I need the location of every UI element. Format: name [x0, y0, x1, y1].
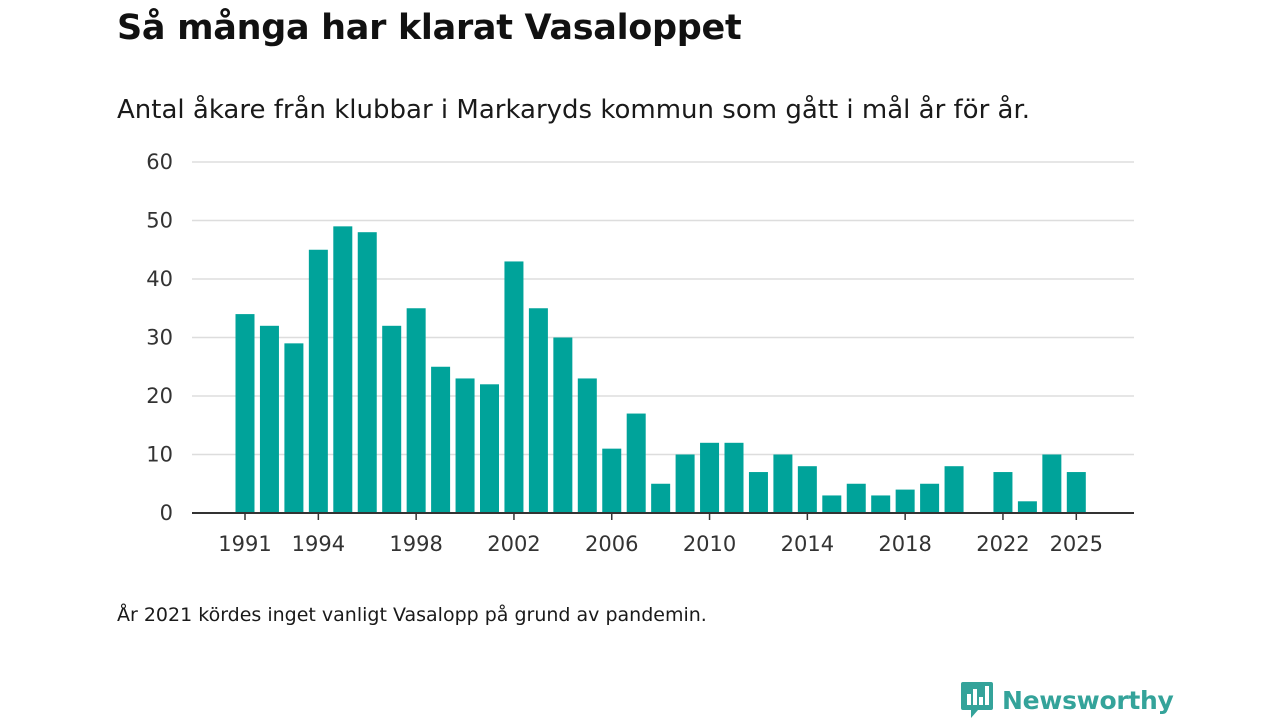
- x-tick-label: 1998: [389, 532, 442, 556]
- y-tick-label: 0: [160, 501, 173, 525]
- bar-2019: [920, 483, 940, 513]
- bar-2010: [700, 442, 720, 513]
- bar-2013: [773, 454, 793, 513]
- bar-2006: [602, 448, 622, 513]
- bar-1995: [333, 226, 353, 513]
- x-tick-label: 2022: [976, 532, 1029, 556]
- bar-2002: [504, 261, 524, 513]
- bar-2001: [480, 384, 499, 513]
- bar-2011: [724, 442, 744, 513]
- bar-2017: [871, 495, 891, 513]
- brand-logo: Newsworthy: [960, 680, 1174, 720]
- y-tick-label: 30: [146, 326, 173, 350]
- bar-1999: [431, 366, 451, 513]
- brand-name: Newsworthy: [1002, 685, 1174, 715]
- bars: [235, 226, 1086, 513]
- bar-2015: [822, 495, 842, 513]
- bar-2018: [895, 489, 915, 513]
- bar-2025: [1066, 472, 1086, 513]
- y-tick-label: 10: [146, 443, 173, 467]
- bar-1997: [382, 325, 402, 513]
- x-tick-label: 1991: [218, 532, 271, 556]
- x-tick-label: 2010: [683, 532, 736, 556]
- x-axis: 1991 1994 1998 2002 2006 2010 2014 2018 2022 2025: [192, 512, 1134, 556]
- x-tick-label: 2018: [878, 532, 931, 556]
- bar-2022: [993, 472, 1013, 513]
- y-tick-label: 40: [146, 267, 173, 291]
- bar-2003: [528, 308, 548, 513]
- bar-2016: [846, 483, 866, 513]
- bar-2012: [748, 472, 768, 513]
- bar-1998: [406, 308, 426, 513]
- chart-title: Så många har klarat Vasaloppet: [117, 8, 742, 48]
- x-tick-label: 2002: [487, 532, 540, 556]
- bar-2007: [626, 413, 646, 513]
- newsworthy-logo-icon: [961, 682, 993, 718]
- bar-2005: [577, 378, 597, 513]
- bar-2024: [1042, 454, 1062, 513]
- bar-1993: [284, 343, 304, 513]
- bar-2023: [1017, 501, 1037, 513]
- y-tick-label: 50: [146, 209, 173, 233]
- bar-2014: [797, 466, 817, 513]
- bar-chart: 0 10 20 30 40 50 60 1991 1994 1998 2002 2006 2010 20…: [146, 150, 1134, 556]
- x-tick-label: 2006: [585, 532, 638, 556]
- x-tick-label: 1994: [292, 532, 345, 556]
- bar-2004: [553, 337, 573, 513]
- x-tick-label: 2025: [1050, 532, 1103, 556]
- y-axis: 0 10 20 30 40 50 60: [146, 150, 173, 525]
- footnote: År 2021 kördes inget vanligt Vasalopp på…: [117, 604, 707, 626]
- bar-2000: [455, 378, 475, 513]
- bar-1994: [308, 249, 328, 513]
- bar-1996: [357, 232, 377, 513]
- y-tick-label: 20: [146, 384, 173, 408]
- bar-2009: [675, 454, 695, 513]
- bar-2008: [651, 483, 671, 513]
- chart-subtitle: Antal åkare från klubbar i Markaryds kom…: [117, 95, 1031, 125]
- bar-1992: [259, 325, 279, 513]
- bar-2020: [944, 466, 964, 513]
- bar-1991: [235, 314, 255, 513]
- y-tick-label: 60: [146, 150, 173, 174]
- x-tick-label: 2014: [781, 532, 834, 556]
